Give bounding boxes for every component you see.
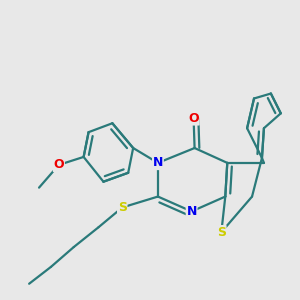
Text: O: O <box>188 112 199 125</box>
Text: N: N <box>186 205 197 218</box>
Text: O: O <box>53 158 64 171</box>
Text: S: S <box>118 201 127 214</box>
Text: S: S <box>217 226 226 239</box>
Text: N: N <box>153 156 163 170</box>
